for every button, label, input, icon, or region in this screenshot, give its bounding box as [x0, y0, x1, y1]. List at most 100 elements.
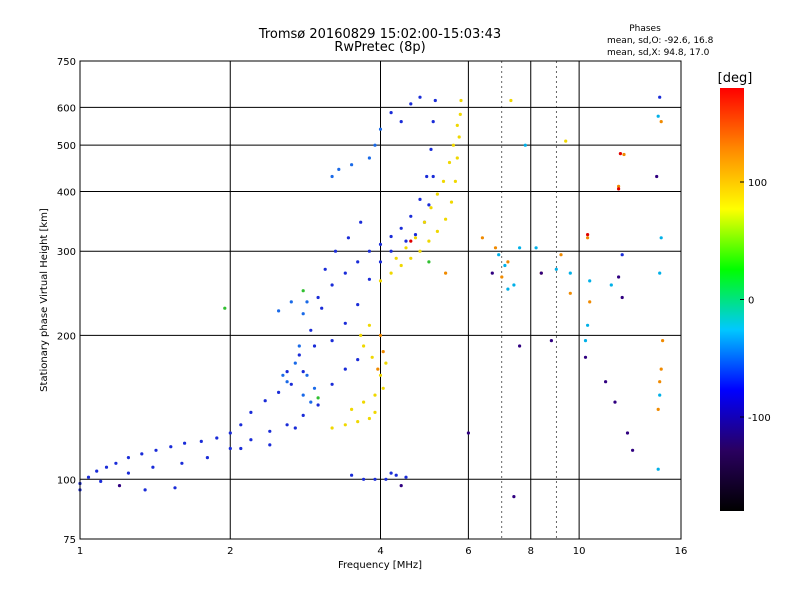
- data-point: [447, 160, 452, 165]
- data-point: [330, 339, 334, 343]
- data-point: [661, 339, 665, 343]
- data-point: [330, 283, 334, 287]
- data-point: [422, 220, 427, 224]
- data-point: [506, 287, 510, 291]
- data-point: [367, 416, 371, 421]
- data-point: [389, 249, 393, 253]
- data-point: [373, 477, 377, 481]
- data-point: [367, 323, 371, 327]
- data-point: [418, 95, 422, 99]
- data-point: [455, 123, 459, 127]
- data-point: [418, 197, 422, 201]
- data-point: [297, 344, 301, 348]
- data-point: [333, 249, 338, 253]
- x-tick-label: 16: [675, 546, 688, 557]
- data-point: [409, 239, 413, 243]
- data-point: [337, 167, 341, 171]
- colorbar-tick-label: -100: [748, 413, 771, 424]
- data-point: [285, 370, 289, 374]
- data-point: [305, 300, 309, 304]
- data-point: [316, 295, 320, 300]
- data-point: [404, 475, 408, 479]
- data-point: [114, 461, 118, 465]
- data-point: [466, 431, 470, 435]
- x-tick-label: 4: [377, 546, 383, 557]
- data-point: [104, 465, 109, 469]
- data-point: [173, 486, 177, 490]
- data-point: [140, 452, 144, 456]
- data-point: [350, 407, 354, 411]
- colorbar: [deg] 100 0 -100: [718, 71, 771, 511]
- data-point: [367, 249, 371, 253]
- data-point: [399, 484, 403, 488]
- data-point: [330, 174, 334, 179]
- data-point: [199, 439, 203, 443]
- data-point: [564, 139, 568, 143]
- data-point: [568, 271, 572, 275]
- data-point: [301, 393, 305, 397]
- data-point: [309, 328, 313, 332]
- data-point: [427, 203, 431, 207]
- y-tick-label: 100: [57, 475, 76, 486]
- data-point: [205, 456, 209, 460]
- data-point: [559, 253, 563, 257]
- data-point: [549, 339, 554, 343]
- data-point: [389, 471, 393, 475]
- data-point: [378, 260, 383, 264]
- data-point: [362, 344, 366, 348]
- data-point: [381, 350, 385, 354]
- data-point: [309, 400, 313, 404]
- stats-heading: Phases: [629, 24, 661, 34]
- data-point: [285, 380, 289, 384]
- data-point: [622, 152, 626, 157]
- data-point: [301, 289, 305, 293]
- data-point: [658, 95, 662, 99]
- plot-frame: [79, 60, 682, 540]
- data-point: [301, 413, 305, 417]
- data-point: [433, 98, 437, 103]
- data-point: [373, 143, 377, 147]
- colorbar-label: [deg]: [718, 71, 753, 86]
- data-point: [285, 423, 289, 427]
- data-point: [343, 423, 347, 427]
- data-point: [154, 448, 158, 452]
- data-point: [316, 403, 320, 407]
- y-tick-label: 750: [57, 57, 76, 68]
- data-point: [425, 174, 429, 179]
- colorbar-tick-label: 0: [748, 296, 754, 307]
- data-point: [659, 120, 663, 124]
- data-point: [493, 246, 498, 250]
- data-point: [435, 192, 439, 196]
- data-point: [305, 373, 309, 377]
- data-point: [301, 312, 305, 316]
- data-point: [126, 471, 130, 475]
- data-point: [658, 380, 662, 384]
- data-point: [394, 473, 398, 477]
- data-point: [625, 431, 630, 435]
- data-point: [312, 344, 317, 348]
- y-tick-label: 600: [57, 103, 76, 114]
- data-point: [518, 344, 522, 348]
- data-point: [95, 469, 99, 473]
- y-tick-label: 300: [57, 247, 76, 258]
- y-axis-ticks: 75 100 200 300 400 500 600 750: [57, 57, 76, 546]
- data-point: [378, 242, 383, 246]
- data-point: [617, 275, 621, 279]
- data-point: [618, 152, 623, 156]
- x-tick-label: 6: [465, 546, 471, 557]
- data-point: [293, 426, 297, 430]
- data-point: [655, 174, 659, 179]
- data-point: [459, 98, 463, 103]
- data-point: [143, 488, 147, 492]
- data-point: [429, 206, 433, 210]
- data-point: [323, 267, 327, 271]
- data-point: [384, 361, 388, 365]
- data-point: [399, 263, 403, 268]
- data-point: [389, 234, 393, 239]
- data-point: [381, 386, 385, 390]
- y-tick-label: 500: [57, 141, 76, 152]
- data-point: [249, 438, 253, 442]
- data-point: [435, 229, 439, 233]
- x-tick-label: 8: [528, 546, 534, 557]
- data-point: [312, 386, 317, 390]
